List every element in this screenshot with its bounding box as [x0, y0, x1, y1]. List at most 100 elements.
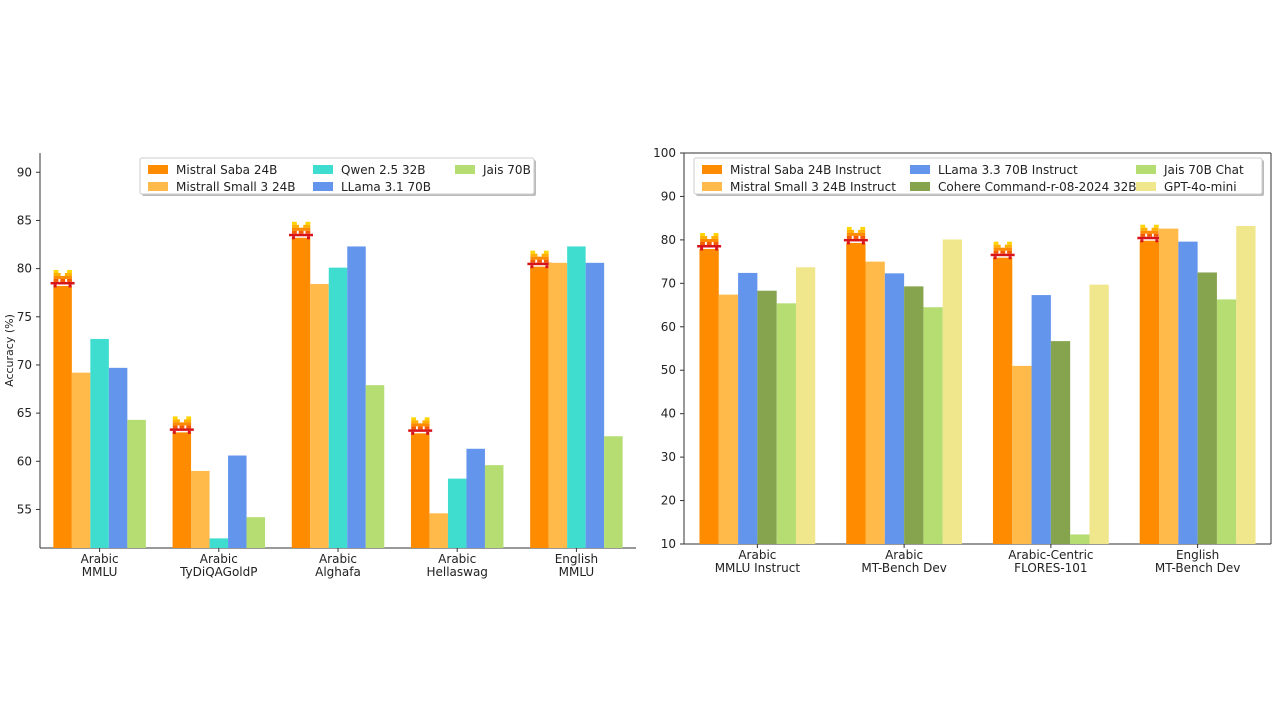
x-tick-label: Arabic — [81, 552, 119, 566]
bar-mistrall-small-3-24b-tydiqagoldp — [191, 470, 210, 548]
bar-mistral-saba-24b-mmlu — [53, 285, 72, 548]
mistral-logo-icon — [169, 416, 194, 434]
bar-cohere-command-r-08-2024-32b-mt-bench-dev — [1197, 272, 1217, 544]
bar-mistral-small-3-24b-instruct-mt-bench-dev — [865, 261, 885, 544]
bar-llama-3-3-70b-instruct-mt-bench-dev — [1178, 241, 1198, 545]
legend-entry-qwen-2-5-32b: Qwen 2.5 32B — [341, 163, 425, 177]
legend-entry-mistral-small-3-24b-instruct: Mistral Small 3 24B Instruct — [730, 180, 896, 194]
bar-mistrall-small-3-24b-mmlu — [548, 262, 568, 548]
legend: Mistral Saba 24B Instruct Mistral Small 3… — [693, 157, 1264, 196]
x-tick-label: MMLU Instruct — [715, 561, 801, 575]
bar-gpt-4o-mini-mt-bench-dev — [942, 239, 963, 544]
y-tick-label: 90 — [17, 165, 32, 179]
mistral-logo-icon — [408, 417, 433, 435]
y-tick-label: 55 — [17, 502, 32, 516]
bar-jais-70b-chat-flores-101 — [1070, 534, 1090, 544]
x-tick-label: English — [1176, 548, 1219, 562]
bar-jais-70b-chat-mt-bench-dev — [1216, 299, 1237, 544]
x-tick-label: Arabic — [200, 552, 238, 566]
x-tick-label: English — [555, 552, 598, 566]
bar-mistral-saba-24b-instruct-mt-bench-dev — [846, 242, 866, 544]
legend-entry-gpt-4o-mini: GPT-4o-mini — [1164, 180, 1237, 194]
y-tick-label: 80 — [661, 233, 676, 247]
y-tick-label: 80 — [17, 262, 32, 276]
bar-cohere-command-r-08-2024-32b-mt-bench-dev — [904, 286, 924, 544]
bar-mistral-small-3-24b-instruct-mt-bench-dev — [1159, 228, 1179, 545]
mistral-logo-icon — [843, 226, 868, 245]
mistral-logo-icon — [289, 221, 313, 240]
bar-mistrall-small-3-24b-mmlu — [71, 372, 91, 548]
legend-entry-cohere-command-r-08-2024-32b: Cohere Command-r-08-2024 32B — [938, 180, 1137, 194]
x-tick-label: MMLU — [559, 565, 595, 579]
legend-swatch — [1136, 165, 1156, 174]
bar-llama-3-3-70b-instruct-flores-101 — [1031, 295, 1051, 544]
x-tick-label: TyDiQAGoldP — [179, 565, 257, 579]
bar-jais-70b-chat-mmlu-instruct — [776, 303, 796, 544]
legend-entry-mistral-saba-24b: Mistral Saba 24B — [176, 163, 277, 177]
bar-mistral-saba-24b-mmlu — [530, 266, 549, 548]
bar-mistral-saba-24b-alghafa — [291, 237, 311, 548]
bar-qwen-2-5-32b-hellaswag — [447, 478, 467, 548]
legend-swatch — [1136, 182, 1156, 191]
legend-entry-llama-3-3-70b-instruct: LLama 3.3 70B Instruct — [938, 163, 1078, 177]
bar-llama-3-3-70b-instruct-mmlu-instruct — [738, 272, 758, 544]
y-tick-label: 60 — [661, 320, 676, 334]
legend-swatch — [313, 165, 333, 174]
legend-entry-llama-3-1-70b: LLama 3.1 70B — [341, 180, 431, 194]
y-axis-label: Accuracy (%) — [3, 314, 16, 387]
x-tick-label: Arabic — [438, 552, 476, 566]
legend-box — [139, 157, 535, 195]
legend-swatch — [313, 182, 333, 191]
bar-gpt-4o-mini-flores-101 — [1089, 284, 1109, 544]
y-tick-label: 90 — [661, 189, 676, 203]
y-tick-label: 60 — [17, 454, 32, 468]
legend-swatch — [702, 182, 722, 191]
mistral-logo-icon — [990, 241, 1015, 260]
bar-mistral-saba-24b-hellaswag — [410, 433, 430, 548]
bar-mistrall-small-3-24b-alghafa — [310, 284, 329, 548]
bar-jais-70b-mmlu — [127, 419, 146, 548]
bar-gpt-4o-mini-mt-bench-dev — [1236, 225, 1256, 544]
x-tick-label: Arabic — [319, 552, 357, 566]
legend-swatch — [455, 165, 475, 174]
bar-jais-70b-hellaswag — [484, 465, 504, 548]
legend-swatch — [702, 165, 722, 174]
y-tick-label: 70 — [661, 276, 676, 290]
bar-jais-70b-chat-mt-bench-dev — [923, 307, 943, 544]
legend-entry-jais-70b: Jais 70B — [482, 163, 531, 177]
mistral-logo-icon — [50, 269, 75, 288]
bar-cohere-command-r-08-2024-32b-flores-101 — [1050, 341, 1071, 544]
y-tick-label: 40 — [661, 407, 676, 421]
mistral-logo-icon — [527, 250, 552, 269]
bar-qwen-2-5-32b-mmlu — [567, 246, 586, 548]
bar-cohere-command-r-08-2024-32b-mmlu-instruct — [757, 290, 777, 544]
bar-jais-70b-mmlu — [604, 436, 623, 548]
x-tick-label: MT-Bench Dev — [861, 561, 946, 575]
legend-swatch — [148, 182, 168, 191]
bar-mistral-small-3-24b-instruct-mmlu-instruct — [718, 294, 739, 544]
bar-llama-3-1-70b-alghafa — [347, 246, 366, 548]
bar-jais-70b-tydiqagoldp — [246, 517, 266, 548]
legend-box — [693, 157, 1263, 195]
bar-mistral-small-3-24b-instruct-flores-101 — [1012, 365, 1032, 544]
x-tick-label: Arabic — [885, 548, 923, 562]
bar-mistral-saba-24b-instruct-mmlu-instruct — [699, 249, 719, 545]
legend-swatch — [910, 182, 930, 191]
legend-swatch — [910, 165, 930, 174]
bar-llama-3-3-70b-instruct-mt-bench-dev — [884, 273, 905, 544]
x-tick-label: MMLU — [82, 565, 118, 579]
x-tick-label: Arabic — [738, 548, 776, 562]
x-tick-label: Alghafa — [315, 565, 361, 579]
bar-mistrall-small-3-24b-hellaswag — [429, 513, 448, 548]
x-tick-label: Arabic-Centric — [1008, 548, 1093, 562]
y-tick-label: 75 — [17, 310, 32, 324]
bar-mistral-saba-24b-tydiqagoldp — [172, 432, 192, 548]
y-tick-label: 50 — [661, 363, 676, 377]
bar-llama-3-1-70b-tydiqagoldp — [228, 455, 247, 548]
x-tick-label: FLORES-101 — [1014, 561, 1087, 575]
y-tick-label: 100 — [653, 146, 676, 160]
bar-gpt-4o-mini-mmlu-instruct — [795, 267, 816, 544]
bar-qwen-2-5-32b-mmlu — [90, 338, 109, 548]
x-tick-label: MT-Bench Dev — [1155, 561, 1240, 575]
